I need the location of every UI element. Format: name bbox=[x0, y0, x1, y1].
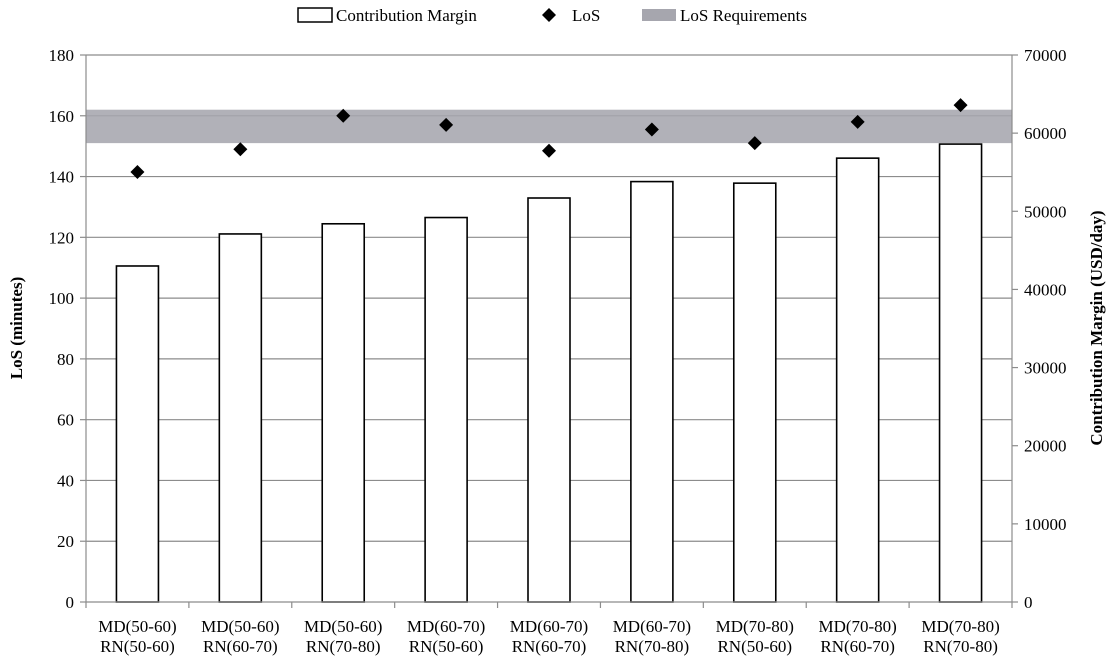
los-point-9 bbox=[953, 98, 968, 113]
category-label-2-line-2: RN(60-70) bbox=[203, 637, 278, 656]
category-label-1-line-1: MD(50-60) bbox=[98, 617, 176, 636]
bar-contribution-margin-2 bbox=[218, 233, 263, 603]
bar-contribution-margin-1 bbox=[115, 265, 160, 603]
legend-swatch-los-diamond bbox=[542, 8, 556, 22]
category-label-4-line-2: RN(50-60) bbox=[409, 637, 484, 656]
y-left-tick-label-160: 160 bbox=[49, 107, 75, 126]
los-requirements-band bbox=[86, 109, 1012, 144]
y-left-tick-label-180: 180 bbox=[49, 46, 75, 65]
legend-label-contribution-margin: Contribution Margin bbox=[336, 6, 477, 25]
bar-contribution-margin-8 bbox=[835, 157, 880, 603]
los-point-3 bbox=[336, 108, 351, 123]
legend-label-los: LoS bbox=[572, 6, 600, 25]
y-left-tick-label-0: 0 bbox=[66, 593, 75, 612]
y-right-tick-label-50000: 50000 bbox=[1024, 202, 1067, 221]
category-label-9-line-1: MD(70-80) bbox=[921, 617, 999, 636]
legend-swatch-contribution-margin bbox=[297, 7, 333, 23]
y-left-tick-label-120: 120 bbox=[49, 228, 75, 247]
y-left-tick-label-40: 40 bbox=[57, 471, 74, 490]
category-label-7-line-2: RN(50-60) bbox=[717, 637, 792, 656]
los-markers-layer bbox=[130, 98, 968, 179]
los-requirements-band-layer bbox=[86, 109, 1012, 144]
y-right-tick-label-40000: 40000 bbox=[1024, 280, 1067, 299]
legend: Contribution Margin LoS LoS Requirements bbox=[297, 6, 807, 25]
y-axis-right-label: Contribution Margin (USD/day) bbox=[1087, 210, 1106, 445]
y-left-tick-label-20: 20 bbox=[57, 532, 74, 551]
category-label-8-line-1: MD(70-80) bbox=[818, 617, 896, 636]
category-label-7-line-1: MD(70-80) bbox=[716, 617, 794, 636]
bar-contribution-margin-3 bbox=[321, 222, 366, 603]
category-label-5-line-2: RN(60-70) bbox=[512, 637, 587, 656]
legend-swatch-los-requirements bbox=[642, 9, 676, 21]
los-point-2 bbox=[233, 142, 248, 157]
y-left-tick-label-140: 140 bbox=[49, 168, 75, 187]
category-label-6-line-2: RN(70-80) bbox=[615, 637, 690, 656]
los-point-8 bbox=[850, 114, 865, 129]
category-label-1-line-2: RN(50-60) bbox=[100, 637, 175, 656]
category-label-5-line-1: MD(60-70) bbox=[510, 617, 588, 636]
bar-contribution-margin-7 bbox=[732, 182, 777, 603]
bar-contribution-margin-4 bbox=[424, 216, 468, 603]
category-label-4-line-1: MD(60-70) bbox=[407, 617, 485, 636]
y-left-tick-label-60: 60 bbox=[57, 411, 74, 430]
los-point-4 bbox=[439, 117, 454, 132]
los-point-5 bbox=[542, 143, 556, 158]
category-label-6-line-1: MD(60-70) bbox=[613, 617, 691, 636]
y-right-tick-label-30000: 30000 bbox=[1024, 359, 1067, 378]
los-point-1 bbox=[130, 164, 145, 179]
y-right-tick-label-70000: 70000 bbox=[1024, 46, 1067, 65]
bar-contribution-margin-6 bbox=[630, 180, 674, 603]
axes-layer bbox=[80, 54, 1018, 608]
y-right-tick-label-0: 0 bbox=[1024, 593, 1033, 612]
y-axis-left-label: LoS (minutes) bbox=[7, 277, 26, 379]
left-tick-labels: 0 20 40 60 80 100 120 140 160 180 bbox=[49, 46, 75, 612]
y-right-tick-label-60000: 60000 bbox=[1024, 124, 1067, 143]
y-left-tick-label-80: 80 bbox=[57, 350, 74, 369]
category-label-3-line-1: MD(50-60) bbox=[304, 617, 382, 636]
category-label-3-line-2: RN(70-80) bbox=[306, 637, 381, 656]
category-labels: MD(50-60)RN(50-60)MD(50-60)RN(60-70)MD(5… bbox=[98, 617, 1000, 656]
category-label-8-line-2: RN(60-70) bbox=[820, 637, 895, 656]
bar-contribution-margin-9 bbox=[938, 143, 983, 603]
legend-label-los-requirements: LoS Requirements bbox=[680, 6, 807, 25]
los-point-7 bbox=[747, 136, 762, 151]
bar-contribution-margin-5 bbox=[527, 197, 571, 603]
y-right-tick-label-20000: 20000 bbox=[1024, 437, 1067, 456]
bars-layer bbox=[115, 143, 983, 603]
los-point-6 bbox=[644, 122, 659, 137]
y-right-tick-label-10000: 10000 bbox=[1024, 515, 1067, 534]
right-tick-labels: 0 10000 20000 30000 40000 50000 60000 70000 bbox=[1024, 46, 1067, 612]
y-left-tick-label-100: 100 bbox=[49, 289, 75, 308]
category-label-2-line-1: MD(50-60) bbox=[201, 617, 279, 636]
category-label-9-line-2: RN(70-80) bbox=[923, 637, 998, 656]
